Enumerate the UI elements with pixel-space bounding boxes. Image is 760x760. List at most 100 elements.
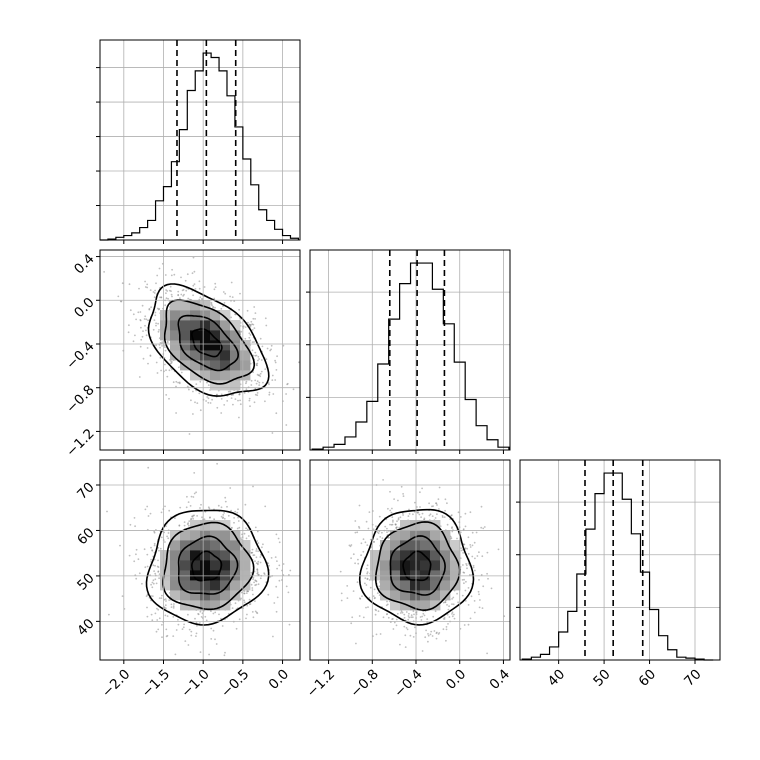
sample-point	[373, 597, 376, 600]
sample-point	[209, 516, 211, 519]
sample-point	[212, 612, 215, 615]
sample-point	[161, 345, 164, 347]
sample-point	[206, 381, 208, 384]
density-cell	[440, 540, 451, 551]
sample-point	[205, 400, 208, 402]
density-cell	[230, 330, 241, 341]
sample-point	[187, 613, 189, 616]
sample-point	[256, 380, 259, 383]
sample-point	[193, 270, 196, 273]
sample-point	[274, 361, 277, 364]
sample-point	[398, 526, 401, 529]
sample-point	[356, 581, 359, 584]
density-cell	[400, 590, 411, 601]
sample-point	[172, 381, 175, 384]
sample-point	[478, 606, 481, 609]
sample-point	[168, 509, 171, 512]
density-cell	[430, 560, 441, 571]
density-cell	[190, 550, 201, 561]
sample-point	[255, 382, 258, 385]
y-tick-label: −1.2	[63, 426, 97, 460]
sample-point	[397, 517, 400, 520]
sample-point	[245, 617, 247, 620]
sample-point	[460, 547, 462, 550]
sample-point	[256, 530, 259, 533]
density-cell	[220, 310, 231, 321]
sample-point	[441, 515, 444, 517]
sample-point	[481, 607, 484, 609]
density-cell	[170, 300, 181, 311]
sample-point	[339, 570, 342, 573]
density-cell	[430, 550, 441, 561]
sample-point	[262, 381, 264, 384]
sample-point	[196, 624, 198, 627]
sample-point	[152, 579, 155, 582]
sample-point	[359, 598, 362, 600]
sample-point	[268, 393, 271, 396]
sample-point	[451, 530, 454, 533]
sample-point	[144, 315, 147, 318]
axes-frame	[99, 459, 301, 661]
sample-point	[213, 297, 216, 300]
sample-point	[161, 341, 164, 344]
density-cell	[370, 550, 381, 561]
sample-point	[164, 604, 167, 607]
sample-point	[414, 626, 416, 629]
density-cell	[230, 350, 241, 361]
sample-point	[157, 330, 160, 333]
sample-point	[155, 282, 157, 285]
sample-point	[172, 635, 175, 637]
sample-point	[249, 324, 252, 327]
sample-point	[442, 601, 445, 604]
density-cell	[190, 360, 201, 371]
sample-point	[189, 505, 192, 507]
sample-point	[478, 593, 480, 596]
sample-point	[259, 372, 262, 375]
sample-point	[172, 616, 175, 618]
sample-point	[473, 541, 476, 544]
sample-point	[274, 556, 277, 558]
sample-point	[462, 528, 465, 530]
sample-point	[346, 585, 349, 587]
sample-point	[200, 616, 203, 618]
sample-point	[257, 573, 260, 576]
sample-point	[247, 535, 250, 537]
sample-point	[435, 502, 437, 505]
density-cell	[170, 310, 181, 321]
sample-point	[224, 651, 226, 654]
sample-point	[464, 512, 467, 515]
y-tick-label: 40	[74, 616, 97, 639]
sample-point	[167, 537, 170, 540]
density-cell	[200, 570, 211, 581]
sample-point	[224, 496, 227, 499]
sample-point	[436, 504, 438, 506]
sample-point	[450, 514, 453, 516]
sample-point	[238, 526, 241, 529]
sample-point	[245, 388, 248, 391]
sample-point	[430, 630, 433, 633]
sample-point	[149, 289, 152, 291]
y-tick-label: 70	[74, 479, 97, 502]
sample-point	[375, 633, 378, 636]
sample-point	[164, 349, 167, 352]
sample-point	[182, 626, 185, 629]
sample-point	[128, 554, 131, 557]
sample-point	[272, 635, 274, 638]
sample-point	[201, 516, 203, 519]
density-cell	[390, 570, 401, 581]
sample-point	[403, 616, 406, 619]
sample-point	[272, 393, 275, 395]
sample-point	[181, 628, 184, 630]
sample-point	[426, 618, 429, 620]
sample-point	[164, 346, 166, 348]
sample-point	[231, 607, 234, 609]
sample-point	[278, 579, 281, 582]
contour-line	[177, 314, 240, 372]
sample-point	[469, 546, 472, 548]
sample-point	[146, 553, 149, 556]
sample-point	[422, 612, 425, 615]
sample-point	[106, 510, 108, 513]
sample-point	[434, 517, 437, 519]
sample-point	[210, 303, 213, 305]
sample-point	[478, 551, 480, 554]
